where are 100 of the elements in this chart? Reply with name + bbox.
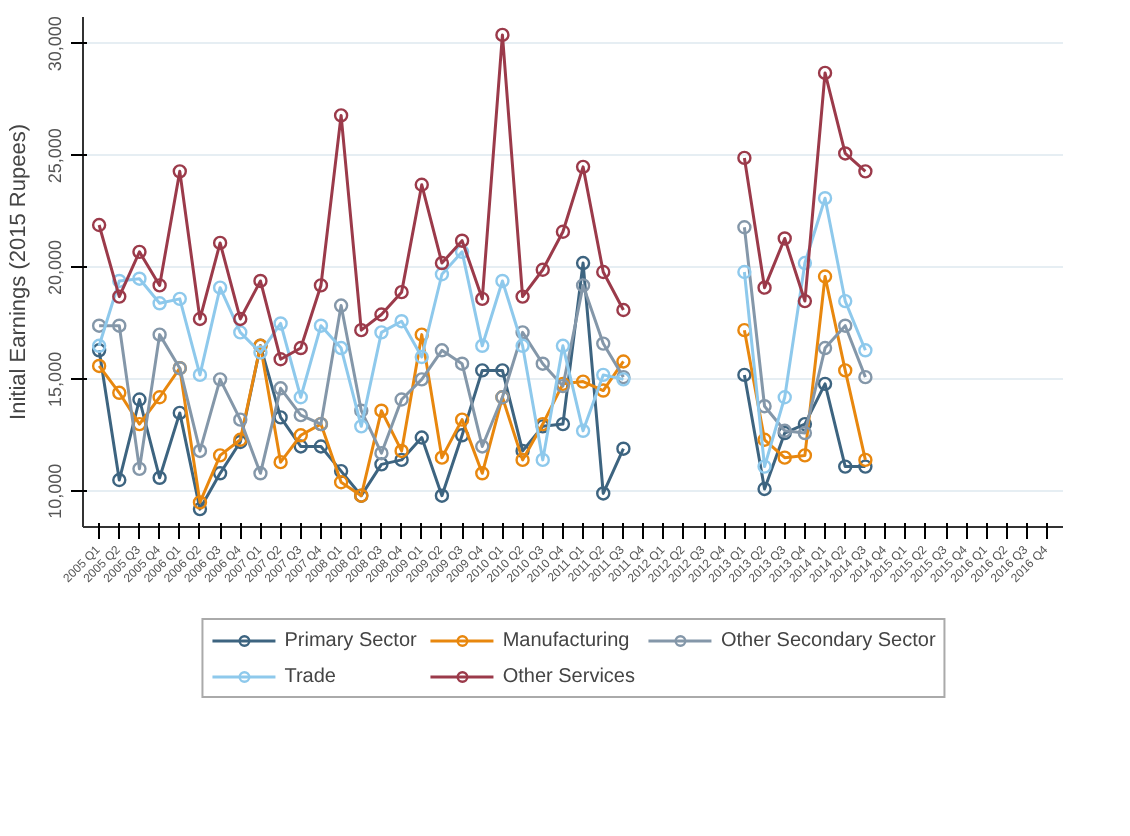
point <box>797 425 813 441</box>
point <box>212 235 228 251</box>
point <box>495 363 510 378</box>
point <box>313 278 329 293</box>
point <box>273 352 288 367</box>
point <box>596 486 611 501</box>
point <box>192 367 208 383</box>
point <box>515 452 530 468</box>
point <box>212 448 228 463</box>
point <box>838 318 853 333</box>
point <box>293 340 308 356</box>
point <box>575 255 591 271</box>
point <box>838 363 853 378</box>
point <box>475 466 490 481</box>
point <box>374 457 389 472</box>
point <box>152 278 167 293</box>
point <box>838 459 853 474</box>
legend-label: Primary Sector <box>284 628 417 652</box>
point <box>112 273 127 289</box>
point <box>192 495 208 510</box>
point <box>414 372 429 387</box>
point <box>434 267 450 282</box>
point <box>152 327 167 342</box>
point <box>374 446 389 461</box>
point <box>414 327 429 342</box>
point <box>475 363 490 378</box>
legend-label: Manufacturing <box>502 628 630 652</box>
point <box>273 410 288 425</box>
point <box>132 244 147 260</box>
point <box>112 472 127 488</box>
legend-label: Other Secondary Sector <box>720 628 936 652</box>
point <box>313 439 329 454</box>
point <box>475 291 490 307</box>
point <box>757 481 772 497</box>
point <box>596 264 611 280</box>
point <box>112 318 127 333</box>
point <box>596 367 611 383</box>
point <box>233 412 248 427</box>
legend-label: Other Services <box>502 664 635 688</box>
y-tick-label: 20,000 <box>45 239 65 296</box>
point <box>495 27 510 43</box>
point <box>293 407 308 423</box>
point <box>152 390 167 405</box>
point <box>555 224 571 239</box>
point <box>777 390 792 405</box>
point <box>777 450 792 465</box>
point <box>192 501 208 517</box>
point <box>333 108 349 123</box>
point <box>333 463 349 479</box>
point <box>596 336 611 351</box>
point <box>575 423 591 438</box>
point <box>354 322 369 338</box>
point <box>152 470 167 485</box>
point <box>112 385 127 400</box>
point <box>535 262 550 277</box>
point <box>374 307 389 322</box>
point <box>817 340 833 356</box>
point <box>797 293 813 309</box>
point <box>757 399 772 414</box>
point <box>394 284 409 300</box>
point <box>434 450 450 465</box>
point <box>132 416 147 432</box>
point <box>172 164 187 179</box>
point <box>374 325 389 340</box>
point <box>394 314 409 329</box>
legend-label: Trade <box>284 664 336 688</box>
point <box>333 298 349 313</box>
point <box>817 269 833 284</box>
point <box>575 159 591 175</box>
point <box>414 349 429 365</box>
point <box>454 356 470 371</box>
point <box>555 338 571 353</box>
point <box>313 318 329 333</box>
point <box>172 291 187 307</box>
point <box>233 325 248 340</box>
point <box>192 311 208 327</box>
point <box>817 376 833 392</box>
point <box>434 343 450 358</box>
point <box>757 459 772 474</box>
point <box>414 430 429 445</box>
point <box>454 233 470 248</box>
point <box>414 177 429 192</box>
point <box>212 372 228 387</box>
point <box>434 255 450 271</box>
point <box>273 454 288 470</box>
point <box>132 271 147 286</box>
point <box>293 390 308 405</box>
point <box>293 439 308 454</box>
point <box>797 416 813 432</box>
y-tick-label: 30,000 <box>45 16 65 72</box>
point <box>817 191 833 206</box>
point <box>757 280 772 295</box>
point <box>112 289 127 304</box>
y-tick-label: 25,000 <box>45 128 65 184</box>
y-tick-label: 15,000 <box>45 351 65 407</box>
point <box>253 345 268 360</box>
point <box>212 466 228 481</box>
point <box>152 296 167 311</box>
point <box>777 231 792 246</box>
point <box>495 273 510 289</box>
